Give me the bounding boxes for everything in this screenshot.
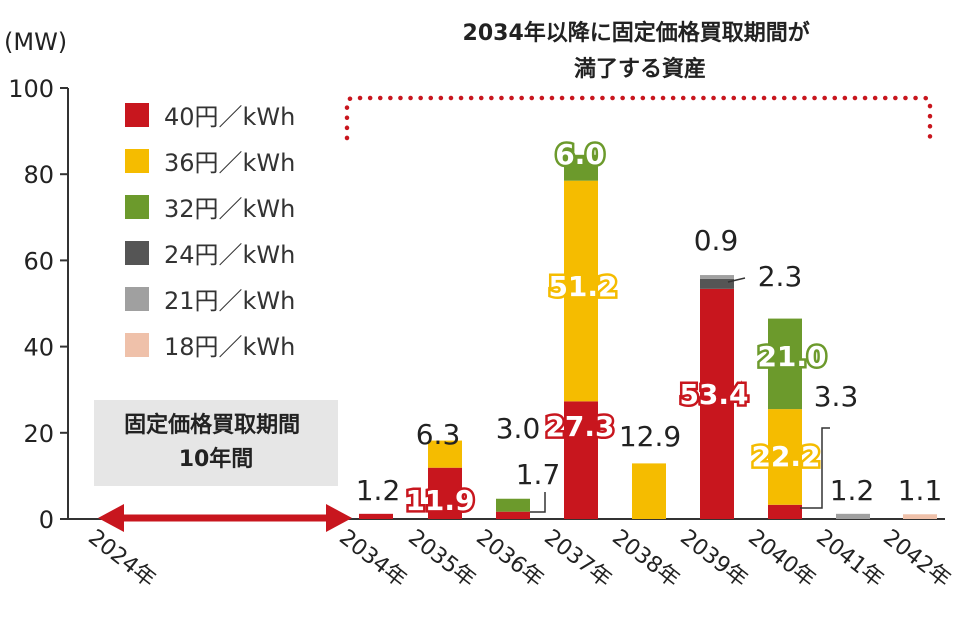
data-label: 3.0 (496, 412, 541, 445)
data-label: 12.9 (619, 420, 681, 453)
bar-segment (564, 401, 598, 519)
legend-label: 18円／kWh (164, 333, 295, 361)
y-tick-label: 0 (39, 506, 54, 534)
y-tick-label: 100 (8, 75, 54, 103)
data-label: 21.0 (757, 340, 826, 373)
expiring-label: 2034年以降に固定価格買取期間が 満了する資産 (463, 20, 818, 82)
expiring-bracket (344, 95, 933, 141)
leader-2039 (727, 277, 746, 283)
bar-segment (700, 278, 734, 289)
legend: 40円／kWh 36円／kWh 32円／kWh 24円／kWh 21円／kWh 18円／k… (125, 103, 295, 361)
data-label: 51.2 (548, 270, 617, 303)
x-tick-label: 2040年 (743, 525, 820, 593)
bar-segment (768, 409, 802, 505)
legend-label: 32円／kWh (164, 195, 295, 223)
legend-swatch (125, 149, 149, 173)
data-labels: 1.2 11.96.3 3.01.727.351.26.012.953.42.30.… (356, 136, 943, 520)
x-tick-label: 2037年 (539, 525, 616, 593)
fixed-period-label: 固定価格買取期間 10年間 (124, 412, 308, 472)
data-label: 1.1 (898, 474, 943, 507)
x-tick-label: 2035年 (403, 525, 480, 593)
data-label: 3.3 (814, 380, 859, 413)
bar-segment (564, 154, 598, 181)
legend-swatch (125, 333, 149, 357)
data-label: 1.2 (830, 474, 875, 507)
x-tick-label: 2041年 (811, 525, 888, 593)
leader-2040 (800, 427, 830, 509)
data-label: 27.3 (545, 410, 614, 443)
data-label: 11.9 (405, 484, 474, 517)
data-label: 53.4 (679, 378, 748, 411)
bar-segment (428, 467, 462, 519)
double-arrow (98, 504, 352, 532)
bar-segment (768, 318, 802, 410)
legend-swatch (125, 103, 149, 127)
bar-segment (903, 514, 937, 519)
data-label: 1.2 (356, 474, 401, 507)
legend-swatch (125, 241, 149, 265)
legend-swatch (125, 195, 149, 219)
y-axis-unit: (MW) (4, 28, 67, 56)
fixed-period-box (94, 400, 338, 486)
bar-segment (428, 440, 462, 468)
x-tick-label: 2038年 (607, 525, 684, 593)
bars (359, 154, 937, 519)
bar-segment (496, 511, 530, 519)
data-label: 22.2 (751, 440, 820, 473)
bar-segment (836, 513, 870, 519)
legend-label: 24円／kWh (164, 241, 295, 269)
data-label: 0.9 (694, 224, 739, 257)
bar-segment (564, 180, 598, 402)
x-tick-label: 2034年 (334, 525, 411, 593)
leader-2036 (530, 492, 546, 513)
bar-segment (359, 513, 393, 519)
y-tick-label: 60 (23, 247, 54, 275)
bar-segment (632, 463, 666, 519)
legend-label: 21円／kWh (164, 287, 295, 315)
bar-segment (768, 504, 802, 519)
x-tick-label: 2042年 (878, 525, 955, 593)
data-label: 2.3 (758, 260, 803, 293)
y-tick-label: 20 (23, 420, 54, 448)
legend-swatch (125, 287, 149, 311)
bar-segment (700, 275, 734, 279)
data-label: 6.0 (555, 138, 605, 171)
x-tick-label: 2024年 (83, 525, 160, 593)
data-label: 1.7 (516, 458, 561, 491)
y-ticks: 0 20 40 60 80 100 (8, 75, 68, 534)
y-tick-label: 80 (23, 161, 54, 189)
x-tick-label: 2036年 (471, 525, 548, 593)
x-tick-labels: 2024年 2034年2035年2036年2037年2038年2039年2040年… (83, 525, 955, 593)
legend-label: 36円／kWh (164, 149, 295, 177)
data-label: 6.3 (416, 418, 461, 451)
x-tick-label: 2039年 (675, 525, 752, 593)
bar-segment (700, 288, 734, 519)
y-tick-label: 40 (23, 334, 54, 362)
bar-segment (496, 498, 530, 512)
leader-lines (530, 277, 830, 513)
legend-label: 40円／kWh (164, 103, 295, 131)
